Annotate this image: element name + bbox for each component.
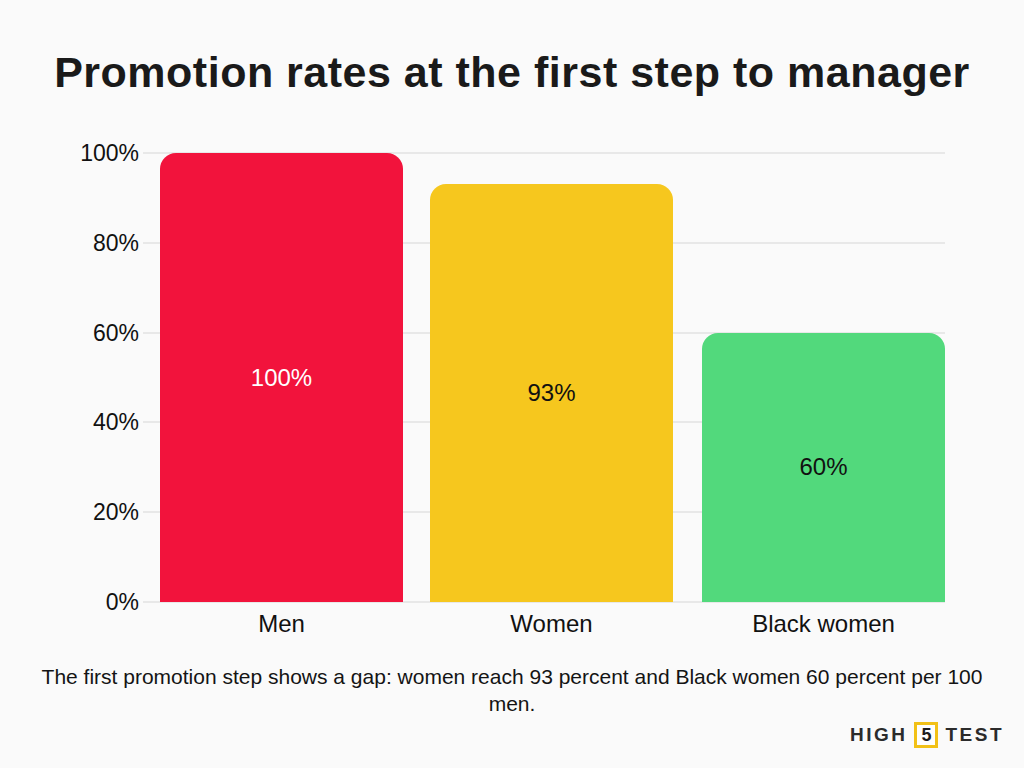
- page-title: Promotion rates at the first step to man…: [0, 48, 1024, 97]
- x-axis-category-label: Women: [430, 610, 673, 638]
- infographic-canvas: Promotion rates at the first step to man…: [0, 0, 1024, 768]
- chart-caption: The first promotion step shows a gap: wo…: [32, 663, 992, 717]
- y-axis-tick-label: 80%: [19, 230, 139, 256]
- x-axis-category-label: Men: [160, 610, 403, 638]
- logo-word-test: TEST: [945, 724, 1004, 746]
- y-axis-tick-label: 60%: [19, 320, 139, 346]
- logo-number: 5: [921, 725, 931, 746]
- y-axis-tick-label: 40%: [19, 409, 139, 435]
- bar-chart-plot-area: 100%80%60%40%20%0%100%Men93%Women60%Blac…: [155, 153, 945, 602]
- bar-value-label: 60%: [702, 453, 945, 481]
- brand-logo: HIGH 5 TEST: [850, 722, 1004, 748]
- logo-5-box-icon: 5: [914, 722, 938, 748]
- bar-value-label: 100%: [160, 364, 403, 392]
- x-axis-category-label: Black women: [702, 610, 945, 638]
- bar-black-women: 60%: [702, 333, 945, 602]
- bar-men: 100%: [160, 153, 403, 602]
- bar-value-label: 93%: [430, 379, 673, 407]
- logo-word-high: HIGH: [850, 724, 908, 746]
- y-axis-tick-label: 20%: [19, 499, 139, 525]
- y-axis-tick-label: 0%: [19, 589, 139, 615]
- bar-women: 93%: [430, 184, 673, 602]
- y-axis-tick-label: 100%: [19, 140, 139, 166]
